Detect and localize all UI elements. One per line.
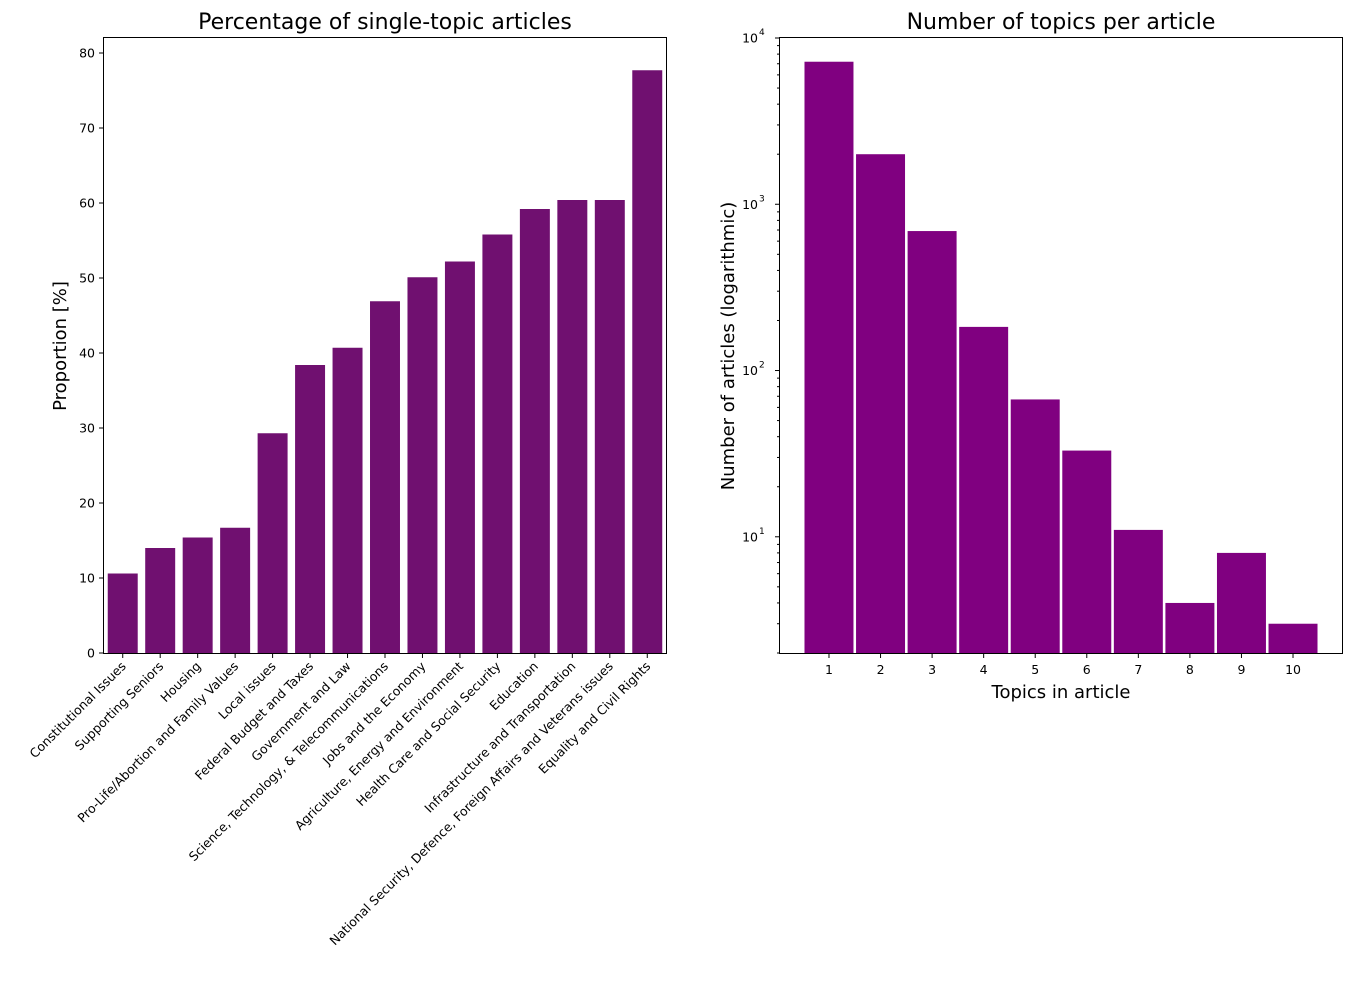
left-y-tick-label: 60 <box>79 196 95 211</box>
left-chart-title: Percentage of single-topic articles <box>198 10 572 35</box>
left-bars <box>107 70 663 653</box>
left-bar-8 <box>370 301 400 653</box>
single-topic-bar-chart: Percentage of single-topic articles Prop… <box>26 10 667 948</box>
right-bar-10 <box>1268 623 1318 653</box>
left-bar-12 <box>519 209 550 653</box>
left-y-tick-label: 10 <box>79 571 95 586</box>
left-y-tick-label: 70 <box>79 121 95 136</box>
right-chart-ylabel: Number of articles (logarithmic) <box>718 202 739 490</box>
right-bar-9 <box>1216 552 1266 653</box>
left-bar-11 <box>482 234 513 653</box>
right-bar-3 <box>907 231 957 653</box>
left-axes-frame <box>103 37 667 654</box>
right-bar-4 <box>959 326 1009 653</box>
right-bar-2 <box>856 154 906 653</box>
right-x-tick-label: 10 <box>1285 662 1301 677</box>
right-bar-5 <box>1010 399 1060 653</box>
right-x-tick-label: 7 <box>1134 662 1142 677</box>
right-bar-6 <box>1062 450 1112 653</box>
right-x-tick-label: 8 <box>1186 662 1194 677</box>
right-y-tick-exponent: 3 <box>759 194 765 204</box>
right-bar-7 <box>1113 529 1163 653</box>
topics-per-article-bar-chart: Number of topics per article Number of a… <box>718 10 1343 703</box>
left-bar-4 <box>220 527 251 653</box>
right-x-tick-label: 4 <box>980 662 988 677</box>
right-axes-frame <box>779 37 1343 654</box>
left-bar-9 <box>407 277 438 653</box>
right-y-tick-exponent: 2 <box>759 361 765 371</box>
right-bars <box>804 61 1318 653</box>
right-y-tick-label: 10 <box>742 31 758 46</box>
left-chart-ylabel: Proportion [%] <box>50 281 71 411</box>
left-y-tick-label: 50 <box>79 271 95 286</box>
right-x-ticks: 1 2 3 4 5 6 7 8 9 10 <box>825 653 1301 677</box>
right-bar-8 <box>1165 602 1215 653</box>
left-y-tick-label: 30 <box>79 421 95 436</box>
right-y-tick-label: 10 <box>742 529 758 544</box>
left-bar-3 <box>182 537 213 653</box>
left-bar-2 <box>145 548 176 653</box>
left-y-tick-label: 80 <box>79 46 95 61</box>
right-x-tick-label: 5 <box>1031 662 1039 677</box>
right-y-tick-label: 10 <box>742 363 758 378</box>
left-y-tick-label: 40 <box>79 346 95 361</box>
right-x-tick-label: 2 <box>877 662 885 677</box>
right-bar-1 <box>804 61 854 653</box>
left-bar-14 <box>594 200 625 653</box>
right-y-tick-label: 10 <box>742 197 758 212</box>
right-y-tick-exponent: 1 <box>759 527 765 537</box>
right-chart-xlabel: Topics in article <box>991 682 1131 703</box>
right-chart-title: Number of topics per article <box>907 10 1216 35</box>
left-bar-5 <box>257 433 288 653</box>
left-bar-15 <box>632 70 663 653</box>
left-bar-1 <box>107 573 138 653</box>
right-x-tick-label: 1 <box>825 662 833 677</box>
right-x-tick-label: 6 <box>1083 662 1091 677</box>
left-x-tick-label: National Security, Defence, Foreign Affa… <box>326 659 616 949</box>
left-bar-6 <box>295 365 326 653</box>
left-y-ticks: 0 10 20 30 40 50 60 70 80 <box>79 46 104 661</box>
left-bar-10 <box>444 261 475 653</box>
left-y-tick-label: 20 <box>79 496 95 511</box>
right-y-tick-exponent: 4 <box>759 28 765 38</box>
left-bar-7 <box>332 347 363 653</box>
left-y-tick-label: 0 <box>87 646 95 661</box>
right-x-tick-label: 9 <box>1237 662 1245 677</box>
right-x-tick-label: 3 <box>928 662 936 677</box>
left-bar-13 <box>557 200 588 653</box>
